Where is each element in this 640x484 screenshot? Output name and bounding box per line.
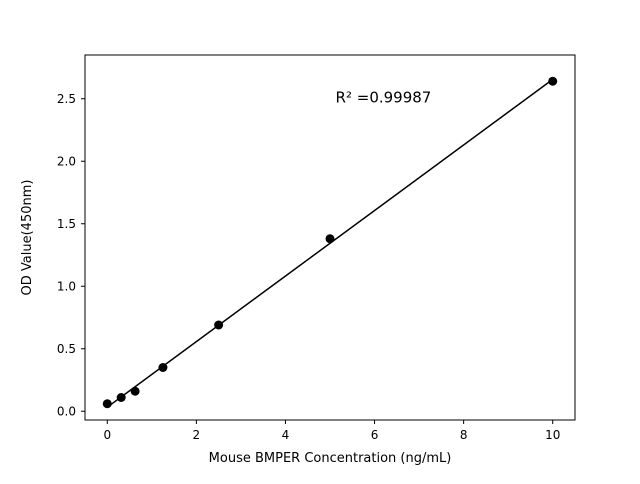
data-point-marker bbox=[116, 393, 126, 402]
r-squared-annotation: R² =0.99987 bbox=[336, 89, 432, 107]
fit-line-segment bbox=[106, 78, 554, 408]
x-tick-label: 2 bbox=[193, 428, 201, 442]
y-axis-ticks: 0.0 0.5 1.0 1.5 2.0 2.5 bbox=[57, 92, 85, 418]
data-point-marker bbox=[325, 234, 335, 244]
y-tick-label: 1.5 bbox=[57, 217, 76, 231]
data-point-marker bbox=[102, 399, 112, 409]
x-tick-label: 10 bbox=[545, 428, 560, 442]
y-axis-label: OD Value(450nm) bbox=[20, 180, 35, 296]
y-tick-label: 2.0 bbox=[57, 154, 76, 168]
fit-line bbox=[106, 78, 554, 408]
data-point-marker bbox=[548, 76, 558, 86]
y-tick-label: 0.0 bbox=[57, 404, 76, 418]
x-axis-label: Mouse BMPER Concentration (ng/mL) bbox=[209, 451, 452, 466]
data-point-marker bbox=[214, 320, 224, 330]
x-tick-label: 8 bbox=[460, 428, 468, 442]
plot-area-border bbox=[84, 54, 576, 421]
y-tick-label: 2.5 bbox=[57, 92, 76, 106]
data-point-marker bbox=[130, 386, 140, 396]
x-tick-label: 6 bbox=[371, 428, 379, 442]
y-tick-label: 1.0 bbox=[57, 279, 76, 293]
x-axis-ticks: 0 2 4 6 8 10 bbox=[103, 420, 560, 442]
y-tick-label: 0.5 bbox=[57, 342, 76, 356]
data-points bbox=[102, 76, 558, 409]
x-tick-label: 0 bbox=[103, 428, 111, 442]
data-point-marker bbox=[158, 363, 168, 372]
x-tick-label: 4 bbox=[282, 428, 290, 442]
